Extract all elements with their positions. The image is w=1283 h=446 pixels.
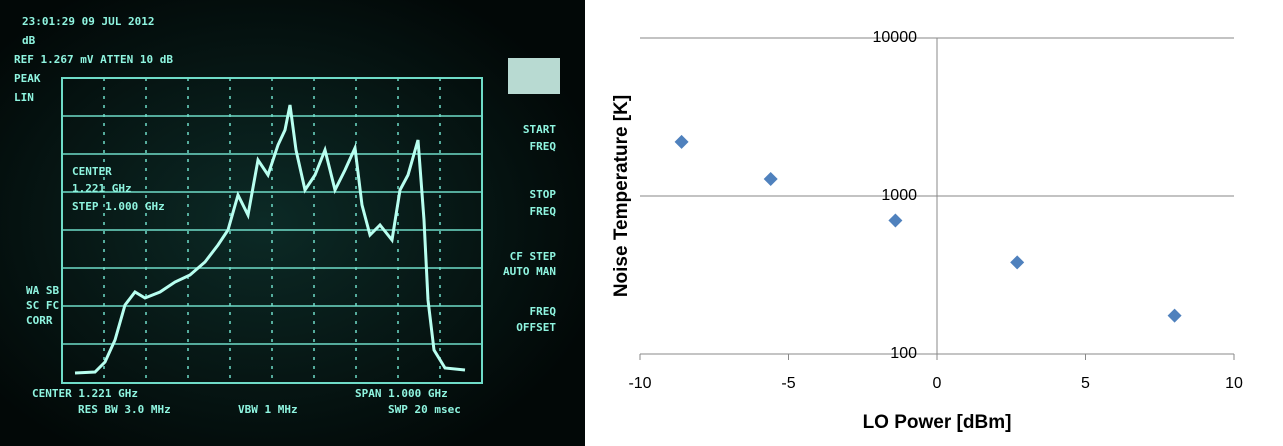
x-tick-label: 10 — [1225, 375, 1243, 392]
x-axis-title: LO Power [dBm] — [863, 412, 1012, 433]
y-tick-label: 100 — [890, 345, 917, 362]
photo-text: dB — [22, 34, 36, 47]
x-tick-label: 5 — [1081, 375, 1090, 392]
point — [1010, 255, 1025, 270]
x-tick-label: 0 — [933, 375, 942, 392]
y-tick-label: 1000 — [881, 187, 917, 204]
photo-text: CF STEP — [510, 250, 557, 263]
photo-text: SC FC — [26, 299, 59, 312]
point — [888, 213, 903, 228]
spectrum-trace — [74, 104, 466, 375]
photo-text: FREQ — [530, 140, 557, 153]
y-axis-title: Noise Temperature [K] — [611, 95, 632, 297]
x-tick-label: -5 — [781, 375, 795, 392]
photo-text: CENTER — [72, 165, 112, 178]
point — [1167, 308, 1182, 323]
photo-text: STEP 1.000 GHz — [72, 200, 165, 213]
y-tick-label: 10000 — [873, 29, 918, 46]
photo-text: LIN — [14, 91, 34, 104]
photo-text: 1.221 GHz — [72, 182, 132, 195]
photo-text: PEAK — [14, 72, 41, 85]
softkey-box — [508, 58, 560, 94]
photo-text: SPAN 1.000 GHz — [355, 387, 448, 400]
photo-text: STOP — [530, 188, 557, 201]
photo-text: FREQ — [530, 205, 557, 218]
photo-text: 23:01:29 09 JUL 2012 — [22, 15, 154, 28]
photo-text: FREQ — [530, 305, 557, 318]
screen-grid — [61, 77, 483, 384]
point — [674, 134, 689, 149]
photo-text: CORR — [26, 314, 53, 327]
photo-text: START — [523, 123, 556, 136]
x-tick-label: -10 — [628, 375, 651, 392]
photo-text: REF 1.267 mV ATTEN 10 dB — [14, 53, 173, 66]
photo-text: WA SB — [26, 284, 59, 297]
photo-background — [0, 0, 585, 446]
photo-text: SWP 20 msec — [388, 403, 461, 416]
analyzer-photo: 23:01:29 09 JUL 2012 dB REF 1.267 mV ATT… — [0, 0, 585, 446]
photo-text: CENTER 1.221 GHz — [32, 387, 138, 400]
photo-text: RES BW 3.0 MHz — [78, 403, 171, 416]
photo-text: VBW 1 MHz — [238, 403, 298, 416]
point — [763, 172, 778, 187]
scatter-chart: LO Power [dBm] Noise Temperature [K] 100… — [611, 29, 1243, 433]
photo-text: AUTO MAN — [503, 265, 556, 278]
photo-text: OFFSET — [516, 321, 556, 334]
